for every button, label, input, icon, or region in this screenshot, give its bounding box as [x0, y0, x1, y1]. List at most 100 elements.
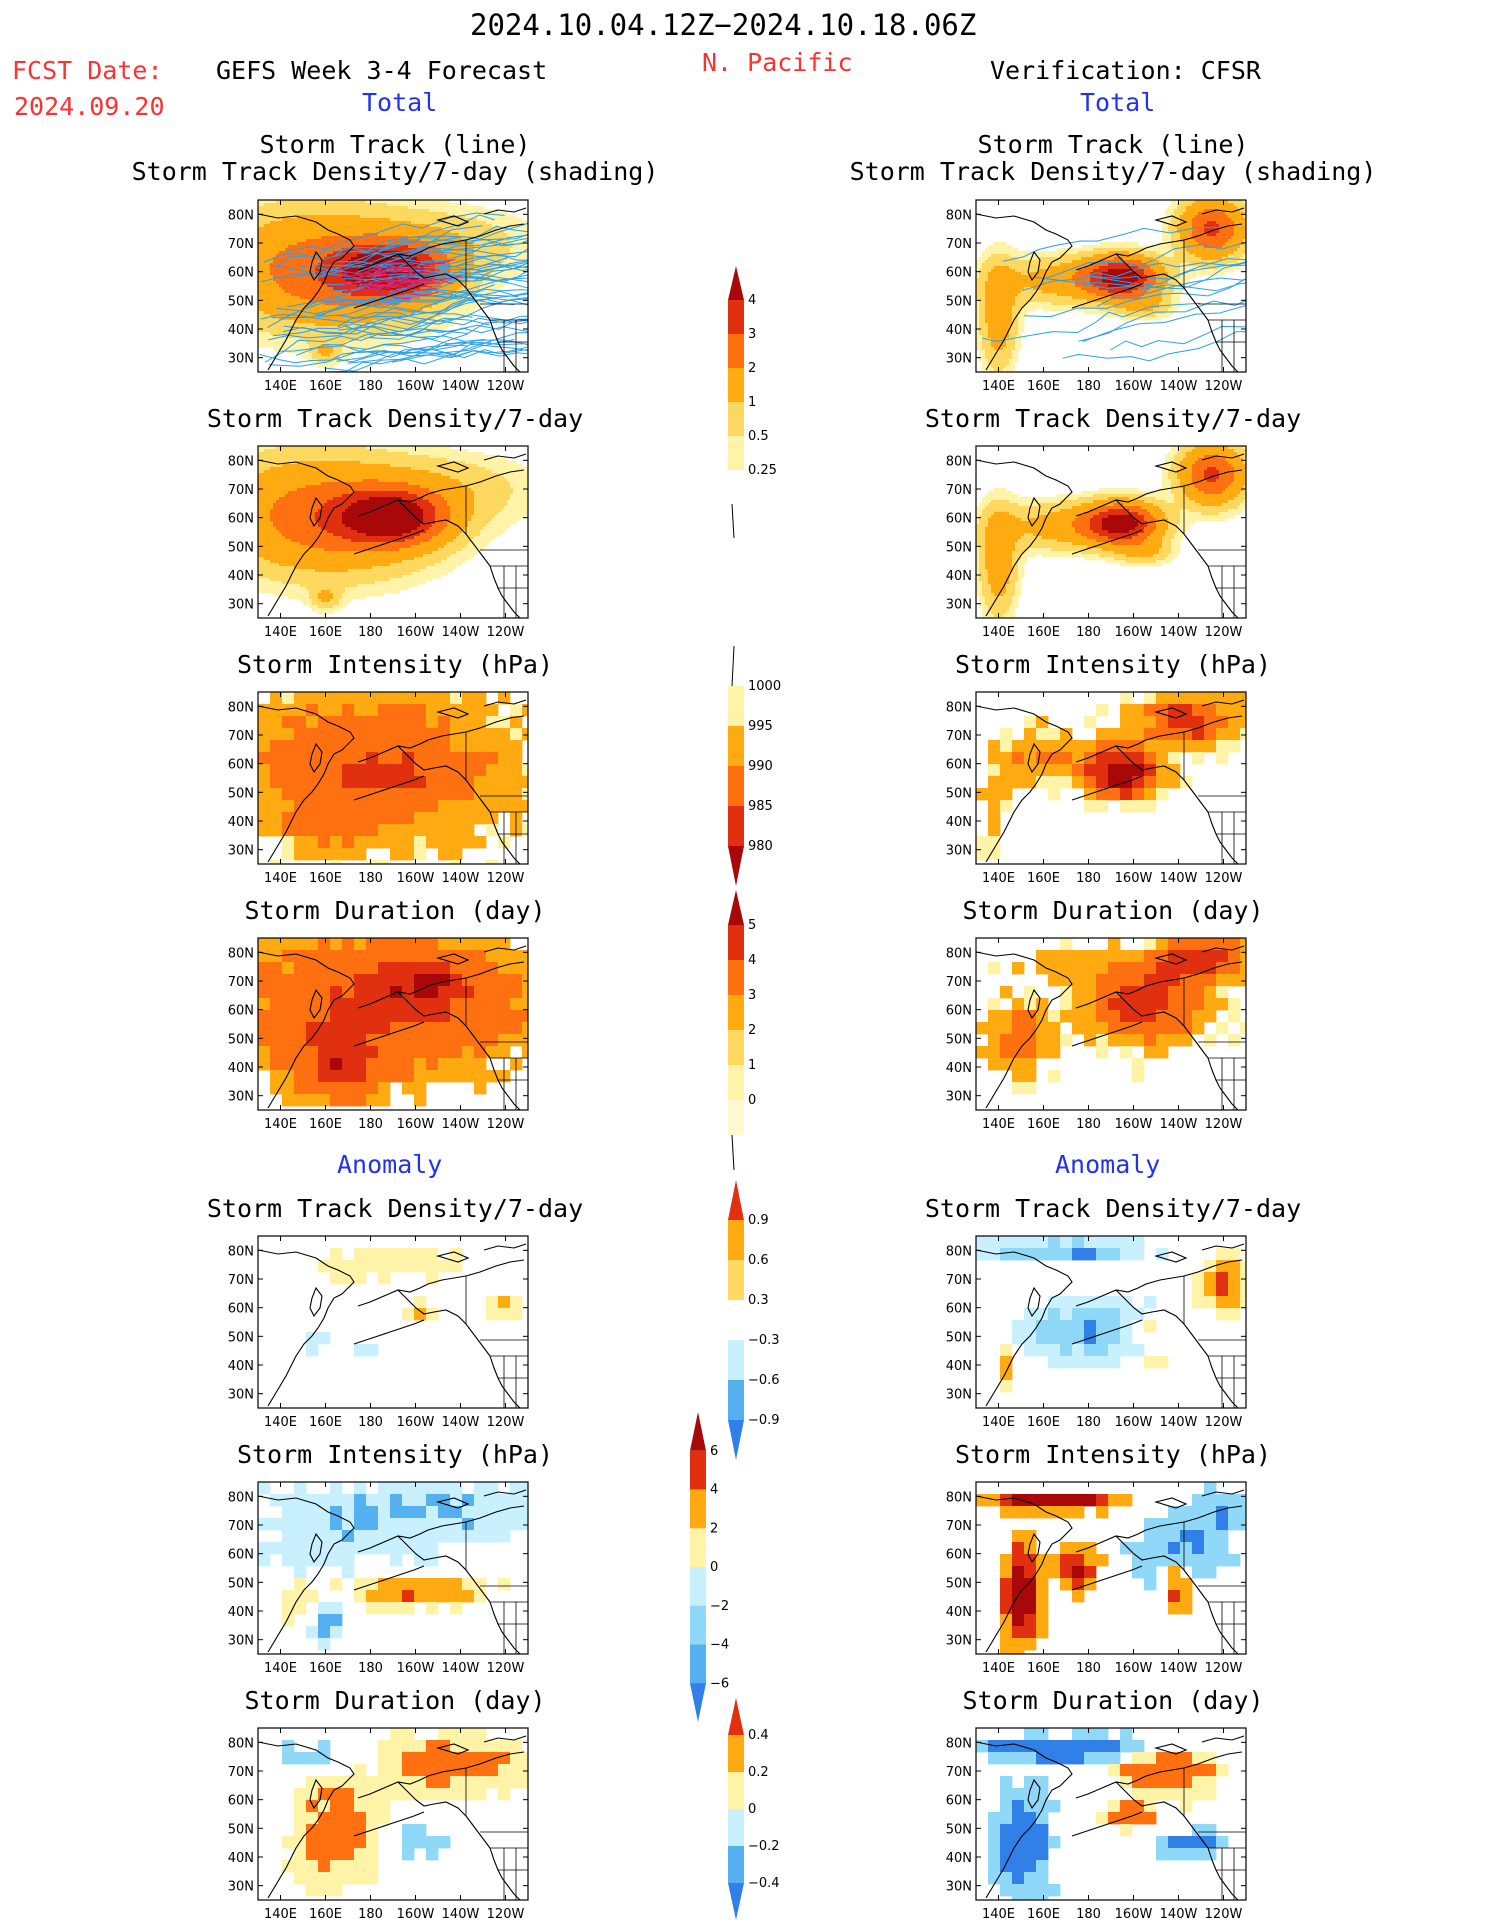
- lon-tick-label: 140E: [264, 871, 297, 886]
- lon-tick-label: 140E: [264, 1661, 297, 1676]
- lon-tick-label: 160W: [397, 379, 435, 394]
- lon-tick-label: 140W: [1160, 379, 1198, 394]
- vf-anom-duration-title: Storm Duration (day): [962, 1686, 1264, 1715]
- lat-tick-label: 40N: [946, 1851, 972, 1866]
- lon-tick-label: 120W: [1205, 1907, 1243, 1922]
- lat-tick-label: 60N: [946, 266, 972, 281]
- lat-tick-label: 40N: [946, 1061, 972, 1076]
- lat-tick-label: 60N: [228, 512, 254, 527]
- lon-tick-label: 140E: [264, 1907, 297, 1922]
- lat-tick-label: 30N: [946, 1090, 972, 1105]
- lon-tick-label: 140E: [982, 625, 1015, 640]
- fc-total-duration-map: 80N 70N 60N 50N 40N 30N 140E 160E 180 160W 140W 120…: [228, 937, 529, 1132]
- colorbar-label: 2: [710, 1521, 718, 1536]
- lat-tick-label: 80N: [946, 1736, 972, 1751]
- lon-tick-label: 140E: [982, 379, 1015, 394]
- colorbar-label: −0.2: [748, 1839, 780, 1854]
- lon-tick-label: 140W: [1160, 1415, 1198, 1430]
- colorbar-label: 5: [748, 918, 756, 933]
- lat-tick-label: 80N: [946, 946, 972, 961]
- colorbar-label: −4: [710, 1638, 729, 1653]
- colorbar-label: 3: [748, 327, 756, 342]
- colorbar-label: 0.9: [748, 1213, 769, 1228]
- lat-tick-label: 80N: [228, 208, 254, 223]
- anomaly-left-label: Anomaly: [337, 1150, 443, 1179]
- lat-tick-label: 60N: [228, 1004, 254, 1019]
- fc-intensity-title: Storm Intensity (hPa): [236, 650, 554, 679]
- lat-tick-label: 70N: [228, 237, 254, 252]
- lat-tick-label: 60N: [228, 266, 254, 281]
- lon-tick-label: 120W: [1205, 1117, 1243, 1132]
- lat-tick-label: 50N: [228, 786, 254, 801]
- colorbar-label: 1000: [748, 679, 781, 694]
- lat-tick-label: 30N: [946, 598, 972, 613]
- lat-tick-label: 30N: [228, 352, 254, 367]
- lat-tick-label: 60N: [946, 1302, 972, 1317]
- lon-tick-label: 160W: [397, 1117, 435, 1132]
- lon-tick-label: 160W: [397, 871, 435, 886]
- lon-tick-label: 140W: [1160, 1117, 1198, 1132]
- lat-tick-label: 30N: [228, 844, 254, 859]
- lat-tick-label: 50N: [228, 1822, 254, 1837]
- lon-tick-label: 180: [1076, 1907, 1101, 1922]
- lon-tick-label: 160W: [397, 625, 435, 640]
- fc-anom-intensity-map: 80N 70N 60N 50N 40N 30N 140E 160E 180 160W 140W 120…: [228, 1481, 529, 1676]
- lat-tick-label: 80N: [228, 946, 254, 961]
- lat-tick-label: 60N: [228, 1302, 254, 1317]
- vf-track-title-2: Storm Track Density/7-day (shading): [849, 157, 1377, 186]
- lat-tick-label: 70N: [228, 1519, 254, 1534]
- lon-tick-label: 180: [1076, 1117, 1101, 1132]
- lon-tick-label: 120W: [487, 871, 525, 886]
- lat-tick-label: 60N: [946, 1004, 972, 1019]
- lon-tick-label: 180: [1076, 1415, 1101, 1430]
- lat-tick-label: 60N: [946, 1794, 972, 1809]
- lat-tick-label: 60N: [228, 1794, 254, 1809]
- lon-tick-label: 160E: [309, 379, 342, 394]
- lat-tick-label: 40N: [228, 1851, 254, 1866]
- lat-tick-label: 80N: [946, 454, 972, 469]
- lon-tick-label: 160E: [309, 1661, 342, 1676]
- date-range: 2024.10.04.12Z−2024.10.18.06Z: [470, 8, 977, 42]
- lon-tick-label: 140E: [982, 1907, 1015, 1922]
- lon-tick-label: 160E: [309, 1907, 342, 1922]
- lat-tick-label: 40N: [228, 815, 254, 830]
- lon-tick-label: 140W: [442, 1415, 480, 1430]
- fc-track-title-2: Storm Track Density/7-day (shading): [131, 157, 659, 186]
- colorbar-label: 0.4: [748, 1728, 769, 1743]
- lat-tick-label: 50N: [946, 1576, 972, 1591]
- lat-tick-label: 30N: [946, 1634, 972, 1649]
- colorbar-label: 0.25: [748, 463, 777, 478]
- vf-total-intensity-map: 80N 70N 60N 50N 40N 30N 140E 160E 180 160W 140W 120…: [946, 691, 1247, 886]
- lat-tick-label: 40N: [946, 323, 972, 338]
- vf-track-title-1: Storm Track (line): [977, 130, 1249, 159]
- lat-tick-label: 30N: [228, 1388, 254, 1403]
- lon-tick-label: 160E: [1027, 1661, 1060, 1676]
- lon-tick-label: 140W: [1160, 1661, 1198, 1676]
- colorbar-label: 980: [748, 839, 773, 854]
- lon-tick-label: 160E: [309, 625, 342, 640]
- colorbar-label: 2: [748, 361, 756, 376]
- lat-tick-label: 60N: [228, 758, 254, 773]
- lon-tick-label: 140W: [1160, 871, 1198, 886]
- fc-anom-density-map: 80N 70N 60N 50N 40N 30N 140E 160E 180 160W 140W 120…: [228, 1235, 529, 1430]
- lon-tick-label: 120W: [1205, 1415, 1243, 1430]
- lat-tick-label: 50N: [946, 786, 972, 801]
- lat-tick-label: 80N: [946, 1490, 972, 1505]
- lon-tick-label: 180: [1076, 625, 1101, 640]
- lat-tick-label: 40N: [228, 323, 254, 338]
- lat-tick-label: 70N: [946, 975, 972, 990]
- fc-total-density-map: 80N 70N 60N 50N 40N 30N 140E 160E 180 160W 140W 120…: [228, 445, 529, 640]
- fc-track-title-1: Storm Track (line): [259, 130, 531, 159]
- lon-tick-label: 160W: [1115, 1661, 1153, 1676]
- right-model-title: Verification: CFSR: [990, 56, 1261, 85]
- lat-tick-label: 80N: [228, 1490, 254, 1505]
- lon-tick-label: 140W: [1160, 1907, 1198, 1922]
- lon-tick-label: 160E: [1027, 379, 1060, 394]
- colorbar-density-total: 4 3 2 1 0.5 0.25: [728, 266, 777, 539]
- lon-tick-label: 140E: [264, 379, 297, 394]
- lon-tick-label: 140E: [264, 1415, 297, 1430]
- lon-tick-label: 140E: [982, 1117, 1015, 1132]
- lat-tick-label: 60N: [228, 1548, 254, 1563]
- lat-tick-label: 80N: [946, 700, 972, 715]
- lon-tick-label: 160W: [397, 1415, 435, 1430]
